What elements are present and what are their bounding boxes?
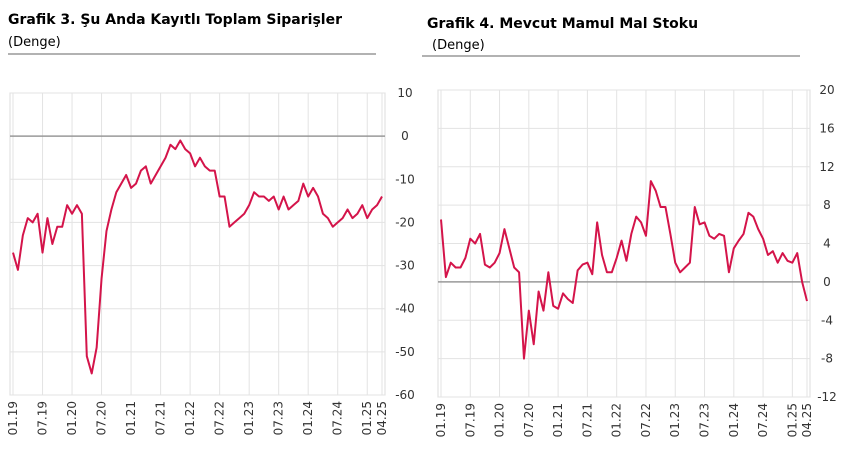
data-line — [440, 180, 808, 360]
chart-subtitle: (Denge) — [8, 35, 61, 50]
x-tick-label: 01.20 — [493, 403, 507, 437]
x-tick-label: 01.23 — [242, 401, 256, 435]
chart-subtitle: (Denge) — [432, 38, 485, 53]
y-tick-label: 4 — [823, 237, 831, 251]
x-tick-label: 07.24 — [331, 401, 345, 435]
x-tick-label: 07.23 — [272, 401, 286, 435]
x-tick-label: 01.20 — [65, 401, 79, 435]
chart-title: Grafik 4. Mevcut Mamul Mal Stoku — [427, 16, 698, 32]
plot-frame — [9, 92, 386, 396]
x-tick-label: 07.23 — [698, 403, 712, 437]
y-tick-label: -10 — [395, 172, 415, 186]
x-tick-label: 01.19 — [6, 401, 20, 435]
y-tick-label: -40 — [395, 302, 415, 316]
data-line — [12, 139, 383, 375]
x-tick-label: 07.19 — [463, 403, 477, 437]
x-tick-label: 04.25 — [800, 403, 814, 437]
x-tick-label: 01.21 — [124, 401, 138, 435]
x-tick-label: 07.21 — [154, 401, 168, 435]
y-tick-label: 16 — [819, 121, 834, 135]
x-tick-label: 01.23 — [668, 403, 682, 437]
x-tick-label: 07.20 — [522, 403, 536, 437]
y-tick-label: 8 — [823, 198, 831, 212]
x-tick-label: 07.19 — [36, 401, 50, 435]
y-tick-label: 20 — [819, 83, 834, 97]
y-tick-label: -30 — [395, 259, 415, 273]
x-tick-label: 04.25 — [375, 401, 389, 435]
y-tick-label: -20 — [395, 215, 415, 229]
x-tick-label: 01.25 — [785, 403, 799, 437]
x-tick-label: 01.24 — [727, 403, 741, 437]
x-tick-label: 07.22 — [213, 401, 227, 435]
y-tick-label: -12 — [817, 390, 837, 404]
y-tick-label: 10 — [397, 86, 412, 100]
chart-title: Grafik 3. Şu Anda Kayıtlı Toplam Sipariş… — [8, 12, 342, 28]
y-tick-label: -60 — [395, 388, 415, 402]
y-tick-label: 0 — [823, 275, 831, 289]
x-tick-label: 01.22 — [183, 401, 197, 435]
x-tick-label: 01.24 — [301, 401, 315, 435]
y-tick-label: 0 — [401, 129, 409, 143]
x-tick-label: 07.22 — [639, 403, 653, 437]
y-tick-label: 12 — [819, 160, 834, 174]
x-tick-label: 07.21 — [580, 403, 594, 437]
x-tick-label: 01.22 — [610, 403, 624, 437]
y-tick-label: -4 — [821, 313, 833, 327]
x-tick-label: 01.19 — [434, 403, 448, 437]
y-tick-label: -8 — [821, 352, 833, 366]
x-tick-label: 01.25 — [360, 401, 374, 435]
x-tick-label: 07.24 — [756, 403, 770, 437]
x-tick-label: 01.21 — [551, 403, 565, 437]
x-tick-label: 07.20 — [95, 401, 109, 435]
y-tick-label: -50 — [395, 345, 415, 359]
